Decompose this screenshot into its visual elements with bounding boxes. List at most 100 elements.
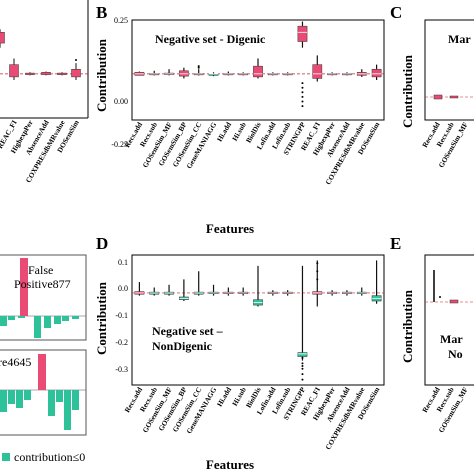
panel-d-tick-1: 0.0 xyxy=(118,284,128,293)
panel-d-tick-0: 0.1 xyxy=(118,258,128,267)
left-bottom-bar-pink xyxy=(38,354,46,390)
panel-d-outlier-0 xyxy=(301,356,304,359)
panel-b-xlabel: Features xyxy=(206,221,254,236)
panel-e-box-1 xyxy=(449,299,459,304)
panel-d-tick-3: -0.2 xyxy=(115,338,128,347)
panel-b-box-11 xyxy=(297,25,308,42)
panel-d-tick-4: -0.3 xyxy=(115,365,128,374)
panel-d-letter: D xyxy=(96,234,108,253)
panel-d-plot xyxy=(132,260,384,381)
left-bottom-bar-7 xyxy=(72,390,79,410)
legend-swatch-green xyxy=(2,453,10,461)
legend-label-contribution: contribution≤0 xyxy=(14,450,85,464)
left-top-bar-6 xyxy=(62,316,69,321)
left-bottom-bar-1 xyxy=(8,390,15,404)
panel-b-outlier-cc-1 xyxy=(197,65,200,68)
panel-d-tick-2: -0.1 xyxy=(115,311,128,320)
panel-d-frame xyxy=(131,254,385,386)
panel-b-box-12 xyxy=(312,64,323,79)
panel-b-plot xyxy=(132,21,384,108)
panel-c-title: Mar xyxy=(448,32,471,46)
panel-c-ylabel: Contribution xyxy=(400,54,415,128)
panel-a-box-2 xyxy=(25,72,35,75)
panel-d-outlier-1 xyxy=(301,362,304,365)
panel-b-outlier-5 xyxy=(301,105,304,108)
panel-d-outlier-reac-1 xyxy=(316,270,319,273)
panel-d-xlabel: Features xyxy=(206,457,254,472)
panel-a-box-5 xyxy=(71,68,81,78)
panel-b-outlier-0 xyxy=(301,82,304,85)
panel-b-title: Negative set - Digenic xyxy=(155,32,266,46)
left-bottom-bars xyxy=(0,354,86,430)
left-bottom-frame xyxy=(0,349,87,436)
panel-b-box-16 xyxy=(371,68,382,78)
left-bottom-label: re4645 xyxy=(0,355,31,369)
panel-e: E Mar No Contribution Recs.addRecs.subGO… xyxy=(390,234,474,434)
left-bar-panels: False Positive877 re4645 contribution≤0 xyxy=(0,254,87,464)
left-top-bar-4 xyxy=(44,316,51,328)
left-bottom-bar-3 xyxy=(24,390,31,400)
left-bottom-bar-5 xyxy=(56,390,63,402)
panel-a-outlier xyxy=(75,59,77,61)
panel-b-letter: B xyxy=(96,3,107,22)
panel-c: C Mar Contribution Recs.addRecs.subGOSem… xyxy=(390,3,474,169)
panel-c-letter: C xyxy=(390,3,402,22)
panel-e-title-1: Mar xyxy=(440,332,463,346)
panel-d-outlier-2 xyxy=(301,365,304,368)
panel-b-outlier-cc-0 xyxy=(197,66,200,69)
panel-d: D Negative set – NonDigenic Contribution… xyxy=(94,234,385,472)
panel-e-letter: E xyxy=(390,234,401,253)
left-top-bar-pink xyxy=(20,258,28,316)
panel-a: REAC_FIHighexpPerAbsenceAddCOXPRESdbMRva… xyxy=(0,0,89,184)
panel-b-frame xyxy=(131,19,385,121)
panel-b-outlier-2 xyxy=(301,91,304,94)
panel-e-ylabel: Contribution xyxy=(400,289,415,363)
panel-b: B Negative set - Digenic Contribution 0.… xyxy=(94,3,385,236)
panel-d-title-2: NonDigenic xyxy=(152,339,213,353)
panel-b-outlier-4 xyxy=(301,100,304,103)
panel-b-feature-labels: Recs.addRecs.subGOSemSim_MFGOSemSim_BPGO… xyxy=(123,120,381,186)
panel-d-box-11 xyxy=(297,352,308,357)
panel-b-outlier-3 xyxy=(301,95,304,98)
panel-e-title-2: No xyxy=(448,347,463,361)
left-top-bars xyxy=(0,258,86,338)
left-bottom-bar-2 xyxy=(16,390,23,408)
left-top-frame xyxy=(0,254,87,341)
panel-b-feature-label-6: Hi.add xyxy=(216,121,233,143)
panel-b-tick-1: 0.00 xyxy=(114,97,128,106)
panel-d-outlier-5 xyxy=(301,378,304,381)
panel-c-box-1 xyxy=(449,95,459,99)
left-bottom-bar-6 xyxy=(64,390,71,430)
panel-a-box-4 xyxy=(57,72,67,75)
left-top-label-2: Positive877 xyxy=(14,277,71,291)
left-top-label-1: False xyxy=(28,263,53,277)
panel-c-frame xyxy=(424,19,474,121)
panel-a-box-3 xyxy=(41,72,51,75)
panel-d-outlier-4 xyxy=(301,373,304,376)
panel-b-outlier-1 xyxy=(301,86,304,89)
left-top-bar-5 xyxy=(54,316,61,324)
panel-a-feature-labels: REAC_FIHighexpPerAbsenceAddCOXPRESdbMRva… xyxy=(0,118,81,184)
panel-b-tick-0: 0.25 xyxy=(114,16,128,25)
panel-d-feature-label-6: Hi.add xyxy=(216,386,233,408)
panel-d-ylabel: Contribution xyxy=(94,281,109,355)
left-top-bar-2 xyxy=(18,316,25,318)
panel-a-boxes xyxy=(0,29,88,80)
panel-e-frame xyxy=(424,254,474,386)
panel-b-tick-2: -0.25 xyxy=(111,140,128,149)
panel-d-feature-labels: Recs.addRecs.subGOSemSim_MFGOSemSim_BPGO… xyxy=(123,385,381,451)
left-bottom-bar-4 xyxy=(48,390,55,416)
panel-a-box-0 xyxy=(0,32,5,44)
left-top-bar-7 xyxy=(72,316,79,319)
panel-c-box-0 xyxy=(433,94,443,100)
panel-d-title-1: Negative set – xyxy=(152,324,224,338)
panel-a-box-1 xyxy=(9,64,19,78)
left-bottom-bar-0 xyxy=(0,390,7,412)
left-top-bar-1 xyxy=(8,316,15,320)
panel-d-outlier-reac-0 xyxy=(316,262,319,265)
left-top-bar-3 xyxy=(34,316,41,338)
panel-d-outlier-3 xyxy=(301,367,304,370)
